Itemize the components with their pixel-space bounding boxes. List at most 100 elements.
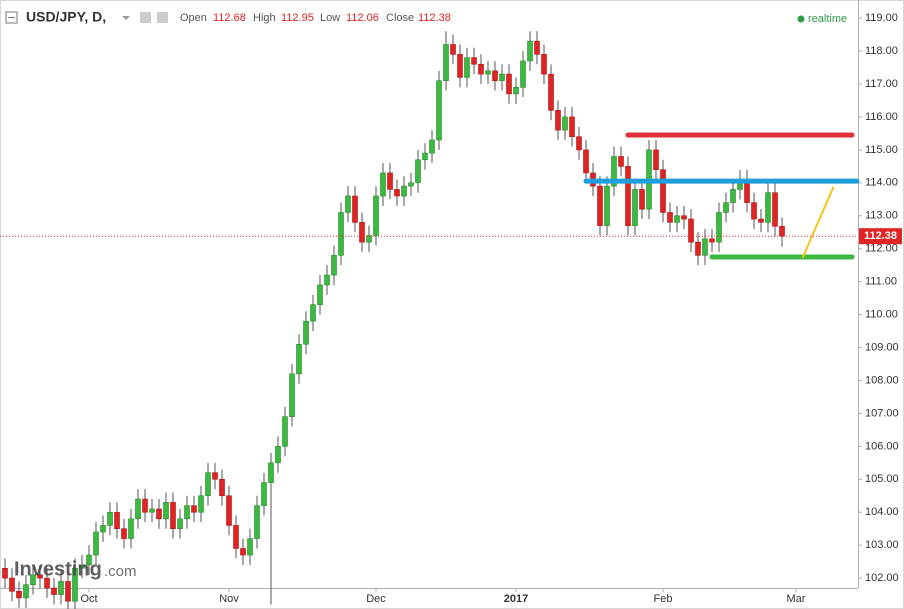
y-tick-label: 102.00 [865,572,899,584]
candle-body [478,63,484,75]
y-tick-label: 109.00 [865,341,899,353]
candle-body [170,502,176,530]
candle-body [44,577,50,589]
x-tick-label: Dec [366,593,386,605]
candle-body [128,518,134,539]
candle-body [576,136,582,151]
candle-body [373,195,379,236]
candle-body [58,581,64,595]
drawing [802,186,835,258]
y-tick-label: 119.00 [865,12,898,24]
candle-body [317,284,323,306]
price-tag-label: 112.38 [864,230,897,242]
y-tick-label: 108.00 [865,374,899,386]
logo: Investing [14,558,102,580]
candle-body [562,116,568,131]
candle-body [23,584,29,599]
candle-body [674,215,680,223]
candle-body [534,40,540,55]
candle-body [723,202,729,213]
candle-body [604,185,610,226]
candle-body [205,472,211,497]
candle-body [380,172,386,197]
candle-body [485,70,491,75]
candle-body [611,156,617,187]
close-label: Close [386,12,414,24]
candle-body [219,478,225,497]
candle-body [9,577,15,592]
candle-body [163,502,169,520]
candle-body [156,508,162,520]
candle-body [282,416,288,447]
candle-body [198,495,204,513]
candle-body [709,238,715,243]
open-value: 112.68 [213,12,246,24]
candle-body [65,581,71,602]
y-tick-label: 115.00 [865,144,898,156]
candle-body [429,139,435,154]
candle-body [660,169,666,213]
candle-body [464,57,470,78]
y-tick-label: 113.00 [865,210,898,222]
candle-body [331,254,337,276]
candle-body [86,554,92,566]
candle-body [345,195,351,213]
candle-body [751,202,757,220]
candle-body [625,166,631,226]
candle-body [730,189,736,203]
candle-body [457,54,463,78]
high-label: High [253,12,276,24]
candle-body [114,511,120,530]
candle-body [177,518,183,530]
candle-body [639,189,645,210]
settings-icon[interactable] [140,12,151,23]
x-tick-label: Oct [80,593,97,605]
candle-body [387,172,393,190]
candle-body [597,185,603,226]
settings-icon[interactable] [157,12,168,23]
candle-body [254,505,260,539]
candle-body [16,590,22,599]
candle-body [520,60,526,88]
candle-body [184,505,190,520]
candle-body [2,567,8,579]
candle-body [618,156,624,167]
candle-body [716,212,722,243]
candle-body [107,511,113,526]
x-tick-label: Feb [654,593,673,605]
candle-body [422,152,428,161]
realtime-dot [797,15,805,23]
candle-body [289,373,295,418]
candle-body [555,110,561,131]
candle-body [366,235,372,243]
candle-body [765,192,771,223]
candle-body [569,116,575,138]
candle-body [226,495,232,526]
candle-body [233,525,239,549]
x-tick-label: Nov [219,593,239,605]
candle-body [149,508,155,513]
dropdown-icon[interactable] [122,16,130,20]
candle-body [471,57,477,65]
y-tick-label: 106.00 [865,440,899,452]
candle-body [527,40,533,62]
candle-body [191,505,197,513]
high-value: 112.95 [281,12,314,24]
candle-body [772,192,778,227]
price-tag [859,228,902,245]
close-value: 112.38 [418,12,451,24]
y-tick-label: 111.00 [865,276,897,288]
candle-body [135,498,141,520]
y-tick-label: 116.00 [865,111,898,123]
candle-body [653,149,659,170]
candle-body [212,472,218,480]
candle-body [779,226,785,237]
candle-body [240,548,246,556]
candle-body [310,304,316,322]
y-tick-label: 110.00 [865,308,898,320]
candle-body [415,159,421,184]
candle-body [121,528,127,539]
symbol: USD/JPY, D, [26,9,106,25]
candle-body [513,86,519,95]
